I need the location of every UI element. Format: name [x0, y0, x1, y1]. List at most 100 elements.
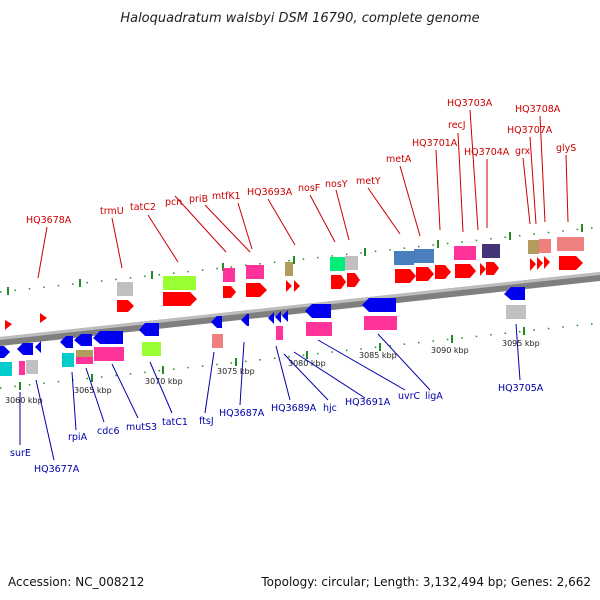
gene-label: HQ3708A	[515, 104, 561, 115]
gene-box	[246, 265, 264, 279]
gene-arrow	[347, 273, 360, 287]
scale-label: 3080 kbp	[288, 359, 326, 368]
gene-label: tatC2	[130, 202, 156, 213]
topology-text: Topology: circular; Length: 3,132,494 bp…	[260, 575, 591, 589]
gene-box	[364, 316, 397, 330]
gene-label: HQ3705A	[498, 383, 544, 394]
gene-arrow	[246, 283, 267, 297]
gene-arrow	[504, 287, 525, 300]
gene-label: HQ3701A	[412, 138, 458, 149]
gene-label: nosF	[298, 183, 320, 194]
gene-label: mtfK1	[212, 191, 241, 202]
gene-label: HQ3678A	[26, 215, 72, 226]
gene-arrow	[60, 336, 73, 348]
gene-arrow	[331, 275, 346, 289]
scale-label: 3070 kbp	[145, 377, 183, 386]
gene-arrow	[0, 346, 10, 358]
scale-label: 3090 kbp	[431, 346, 469, 355]
forward-labels: HQ3678A trmU tatC2 pcn priB mtfK1 HQ3693…	[26, 98, 576, 226]
gene-box	[19, 361, 25, 375]
gene-box	[394, 251, 414, 265]
gene-label: grx	[515, 146, 531, 157]
gene-label: pcn	[165, 197, 182, 208]
gene-arrow	[530, 258, 536, 271]
gene-label: nosY	[325, 179, 348, 190]
genome-title: Haloquadratum walsbyi DSM 16790, complet…	[120, 11, 479, 26]
gene-arrow	[294, 280, 300, 292]
gene-box	[506, 305, 526, 319]
gene-label: surE	[10, 448, 31, 459]
gene-label: priB	[189, 194, 208, 205]
gene-arrow	[163, 292, 197, 306]
scale-label: 3065 kbp	[74, 386, 112, 395]
gene-label: tatC1	[162, 417, 188, 428]
gene-arrow	[117, 300, 134, 312]
gene-arrow	[223, 286, 236, 298]
gene-box	[557, 237, 584, 251]
gene-box	[276, 326, 283, 340]
gene-arrow	[416, 267, 434, 281]
gene-arrow	[435, 265, 451, 279]
gene-arrow	[486, 262, 499, 275]
scale-label: 3075 kbp	[217, 367, 255, 376]
gene-arrow	[305, 304, 331, 318]
gene-label: HQ3693A	[247, 187, 293, 198]
gene-arrow	[139, 323, 159, 336]
gene-label: HQ3704A	[464, 147, 510, 158]
gene-arrow	[93, 331, 123, 344]
gene-arrow	[282, 310, 288, 322]
gene-label: HQ3703A	[447, 98, 493, 109]
gene-arrow	[455, 264, 476, 278]
gene-box	[482, 244, 500, 258]
scale-label: 3060 kbp	[5, 396, 43, 405]
gene-label: HQ3691A	[345, 397, 391, 408]
gene-box	[212, 334, 223, 348]
gene-arrow	[480, 263, 486, 276]
gene-label: ftsJ	[199, 416, 214, 427]
gene-label: glyS	[556, 143, 576, 154]
gene-box	[345, 256, 358, 270]
reverse-major-ticks	[19, 327, 525, 390]
gene-label: mutS3	[126, 422, 157, 433]
gene-box	[142, 342, 161, 356]
gene-arrow	[211, 316, 222, 328]
gene-arrow	[17, 343, 33, 355]
gene-box	[26, 360, 38, 374]
gene-box	[528, 240, 539, 254]
scale-labels: 3060 kbp 3065 kbp 3070 kbp 3075 kbp 3080…	[5, 339, 540, 405]
gene-box	[306, 322, 332, 336]
gene-box	[94, 347, 124, 361]
gene-label: HQ3677A	[34, 464, 80, 475]
reverse-labels: surE HQ3677A rpiA cdc6 mutS3 tatC1 ftsJ …	[10, 383, 544, 475]
gene-label: trmU	[100, 206, 124, 217]
gene-arrow	[74, 334, 92, 346]
gene-box	[163, 276, 196, 290]
scale-label: 3095 kbp	[502, 339, 540, 348]
gene-arrow	[537, 257, 543, 270]
gene-arrow	[544, 256, 550, 269]
gene-arrow	[40, 313, 47, 323]
gene-box	[0, 362, 12, 376]
forward-features	[5, 237, 584, 330]
gene-box	[454, 246, 476, 260]
gene-box	[330, 257, 345, 271]
gene-box	[285, 262, 293, 276]
gene-arrow	[362, 298, 396, 312]
gene-arrow	[559, 256, 583, 270]
forward-label-connectors	[37, 109, 569, 279]
forward-major-ticks	[7, 224, 583, 295]
gene-label: metY	[356, 176, 381, 187]
gene-label: HQ3707A	[507, 125, 553, 136]
gene-label: metA	[386, 154, 412, 165]
accession-text: Accession: NC_008212	[8, 575, 144, 589]
gene-box	[223, 268, 235, 282]
gene-label: rpiA	[68, 432, 88, 443]
gene-box	[62, 353, 74, 367]
gene-box	[117, 282, 133, 296]
gene-label: ligA	[425, 391, 443, 402]
gene-box	[539, 239, 551, 253]
reverse-label-connectors	[19, 323, 521, 461]
gene-label: uvrC	[398, 391, 421, 402]
gene-arrow	[275, 311, 281, 323]
